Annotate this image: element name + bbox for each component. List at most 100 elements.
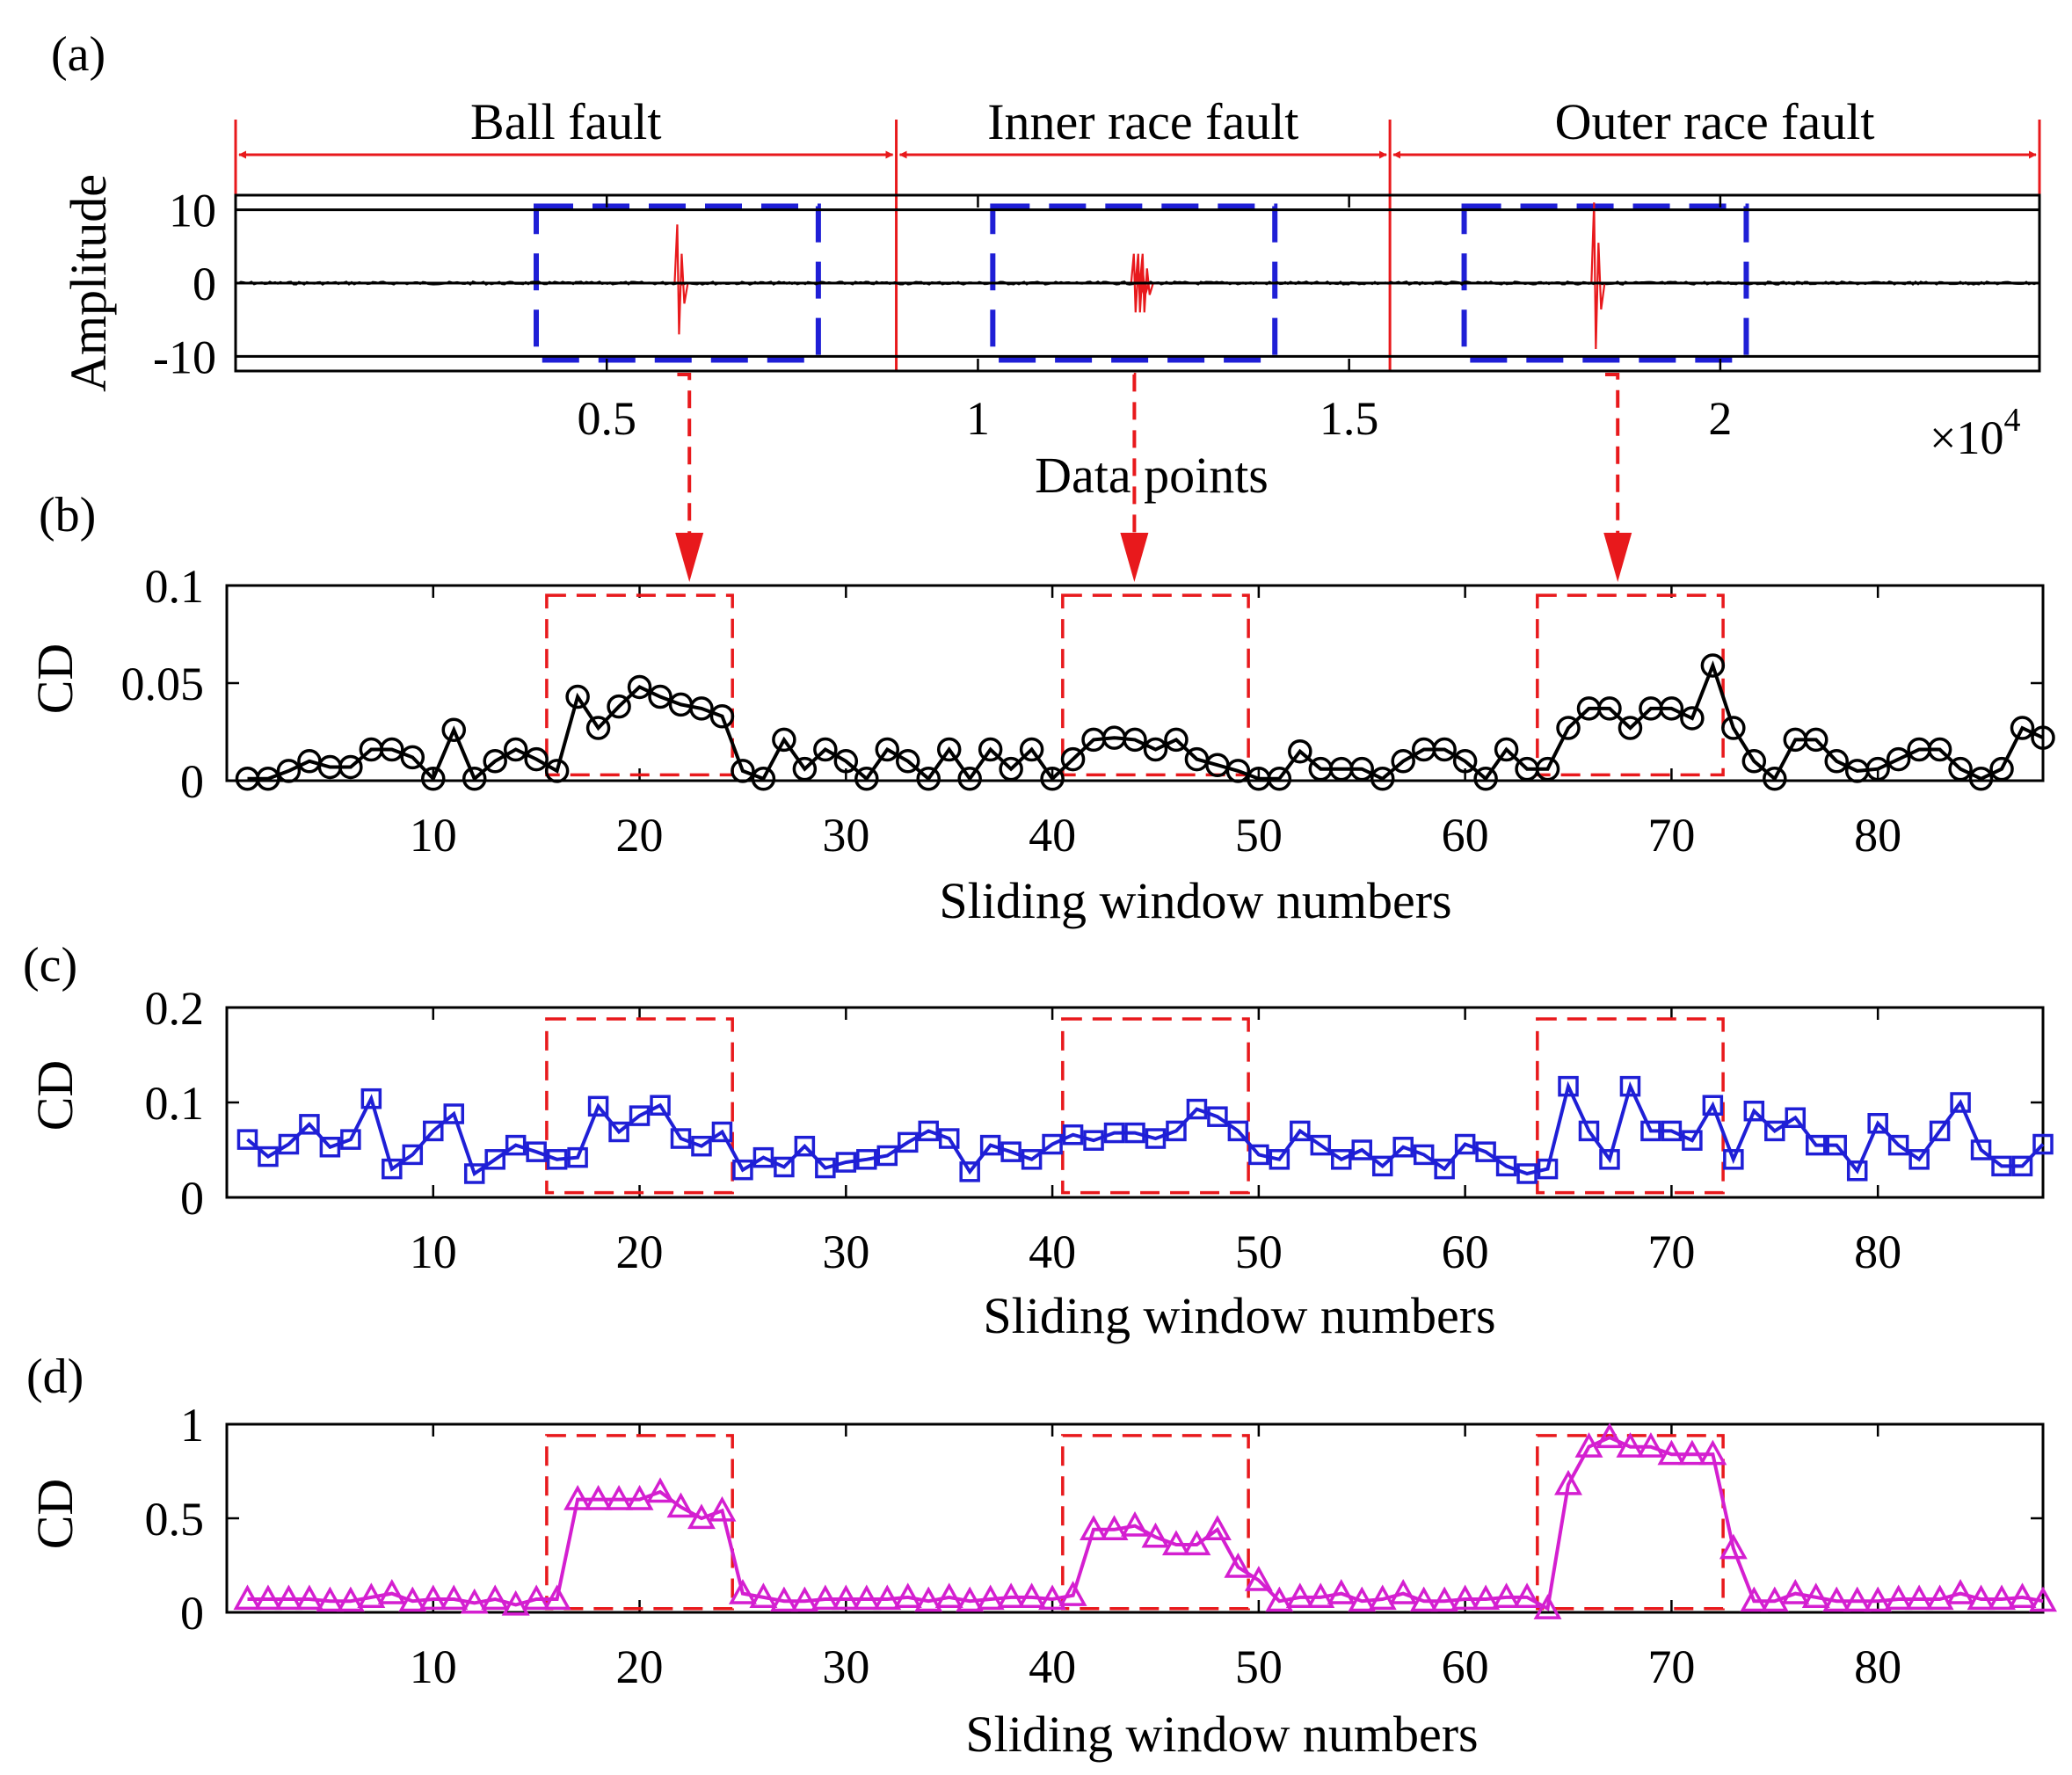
data-point — [505, 1134, 527, 1156]
data-point — [1166, 1120, 1187, 1142]
data-point — [1182, 1530, 1211, 1556]
data-point — [380, 737, 404, 762]
data-point — [1472, 1584, 1501, 1611]
data-point — [1058, 1581, 1087, 1606]
x-tick-label: 20 — [616, 809, 664, 862]
data-point — [1331, 1149, 1352, 1170]
data-point — [1164, 727, 1189, 753]
zoom-arrow-line — [1605, 373, 1620, 550]
panel-c: (c) 10 20 30 40 50 60 70 80 0 0.1 0.2 CD Sliding w… — [23, 938, 2054, 1344]
data-point — [896, 749, 920, 774]
x-tick-label: 10 — [410, 1226, 457, 1278]
x-tick-label: 40 — [1029, 1226, 1076, 1278]
data-point — [1244, 1566, 1273, 1591]
data-point — [1596, 1422, 1624, 1449]
data-point — [1785, 1107, 1807, 1129]
data-point — [1558, 1075, 1579, 1097]
data-point — [691, 1135, 712, 1157]
data-point — [587, 1095, 609, 1117]
cd-plot-c: 10 20 30 40 50 60 70 80 0 0.1 0.2 — [145, 982, 2054, 1278]
data-point — [1988, 1584, 2017, 1611]
zoom-arrows — [675, 373, 1632, 582]
data-point — [294, 1584, 324, 1611]
data-point — [526, 1141, 547, 1162]
data-point — [1700, 653, 1726, 678]
data-point — [934, 1582, 963, 1609]
data-point — [835, 1152, 857, 1173]
data-point — [856, 1149, 877, 1170]
data-point — [462, 767, 487, 791]
data-point — [1680, 706, 1705, 731]
fault-window-box — [1061, 1017, 1250, 1195]
data-point — [608, 1121, 629, 1143]
x-axis-title-d: Sliding window numbers — [965, 1706, 1478, 1763]
data-point — [233, 1584, 262, 1611]
data-point — [274, 1584, 303, 1611]
data-point — [1306, 1582, 1335, 1609]
data-point — [1413, 1144, 1435, 1166]
data-point — [585, 716, 611, 740]
series-line — [247, 660, 2044, 782]
x-tick-label: 2 — [1708, 392, 1732, 445]
data-point — [1657, 1439, 1686, 1466]
axis-ticks-a: 0.5 1 1.5 2 10 0 -10 — [153, 185, 2039, 445]
fault-impulse — [673, 224, 689, 335]
data-point — [752, 1146, 774, 1168]
data-point — [1843, 1586, 1872, 1612]
series-line — [247, 1435, 2044, 1611]
data-point — [689, 696, 714, 721]
data-point — [1348, 1586, 1377, 1612]
y-tick-label: 0 — [193, 258, 216, 310]
y-tick-label: 0.1 — [145, 1077, 205, 1130]
data-point — [1967, 1584, 1996, 1611]
data-point — [1702, 1095, 1724, 1116]
data-point — [1207, 1106, 1228, 1127]
x-tick-label: 50 — [1235, 1640, 1283, 1693]
fault-impulse — [1130, 253, 1154, 313]
data-point — [1392, 1137, 1414, 1158]
data-point — [1574, 1432, 1603, 1458]
data-point — [997, 1582, 1026, 1609]
data-point — [2031, 725, 2055, 750]
data-point — [443, 1103, 464, 1124]
data-point — [1042, 1133, 1063, 1155]
data-point — [2011, 1155, 2033, 1177]
data-point — [483, 749, 507, 774]
data-point — [832, 1584, 861, 1611]
data-point — [728, 1578, 757, 1604]
data-point — [1349, 756, 1374, 782]
zoom-arrow-line — [677, 373, 692, 550]
data-point — [815, 1157, 836, 1179]
data-point — [794, 1135, 816, 1157]
data-point — [938, 1128, 960, 1149]
x-tick-label: 30 — [822, 1226, 869, 1278]
data-point — [956, 1586, 985, 1612]
data-point — [1682, 1130, 1703, 1151]
y-axis-title-c: CD — [26, 1060, 84, 1131]
data-point — [460, 1588, 489, 1614]
data-point — [2032, 1133, 2054, 1155]
x-tick-label: 70 — [1647, 1226, 1695, 1278]
data-point — [1677, 1439, 1706, 1466]
data-point — [340, 1129, 361, 1150]
data-point — [1473, 767, 1498, 791]
data-point — [418, 1584, 447, 1611]
data-point — [1864, 1586, 1893, 1612]
data-point — [2010, 716, 2035, 740]
data-point — [1781, 1578, 1810, 1604]
data-point — [1804, 727, 1828, 753]
data-point — [542, 1584, 571, 1611]
fault-segments: Ball fault Inner race fault Outer race fau… — [234, 93, 2041, 371]
panel-a-label: (a) — [51, 27, 105, 82]
data-point — [1124, 1122, 1145, 1144]
data-point — [1533, 1594, 1562, 1619]
data-point — [1145, 1128, 1167, 1149]
data-point — [1865, 756, 1890, 782]
data-point — [1370, 767, 1395, 791]
data-point — [709, 703, 735, 729]
data-point — [1554, 1469, 1582, 1495]
x-tick-label: 30 — [822, 809, 869, 862]
data-point — [1950, 1092, 1971, 1113]
data-point — [1080, 1515, 1109, 1540]
